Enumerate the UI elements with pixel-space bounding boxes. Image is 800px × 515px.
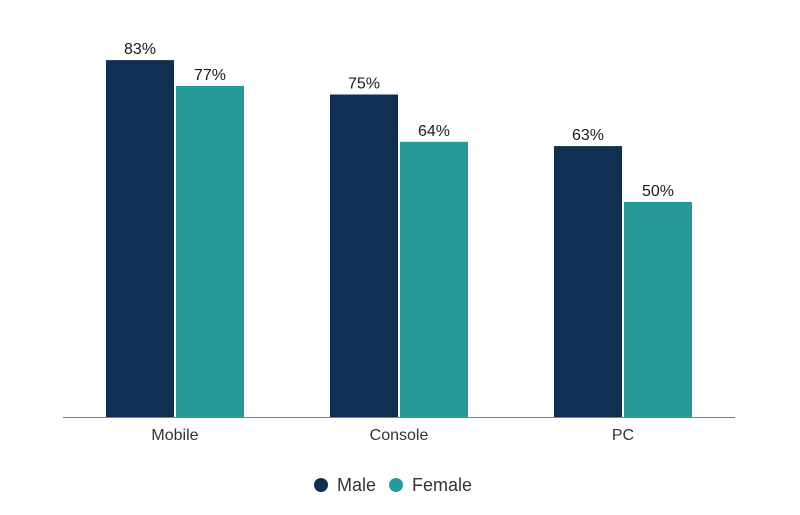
bar-console-male <box>330 94 398 417</box>
bar-mobile-female <box>176 85 244 418</box>
bar-mobile-male <box>106 60 174 417</box>
data-label-mobile-male: 83% <box>124 41 156 58</box>
data-labels-group: 83% 77% 75% 64% 63% 50% <box>124 41 674 200</box>
x-tick-labels-group: Mobile Console PC <box>151 427 634 444</box>
x-tick-label-pc: PC <box>612 427 634 444</box>
legend: Male Female <box>314 475 472 495</box>
bar-pc-female <box>624 202 692 417</box>
legend-label-female: Female <box>412 475 472 495</box>
bar-console-female <box>400 141 468 418</box>
data-label-pc-female: 50% <box>642 183 674 200</box>
x-tick-label-mobile: Mobile <box>151 427 198 444</box>
data-label-console-female: 64% <box>418 123 450 140</box>
bars-group <box>106 60 692 418</box>
bar-pc-male <box>554 146 622 417</box>
legend-marker-male <box>314 478 328 492</box>
legend-item-female: Female <box>389 475 472 495</box>
data-label-pc-male: 63% <box>572 127 604 144</box>
data-label-mobile-female: 77% <box>194 67 226 84</box>
legend-marker-female <box>389 478 403 492</box>
legend-label-male: Male <box>337 475 376 495</box>
x-tick-label-console: Console <box>370 427 429 444</box>
legend-item-male: Male <box>314 475 376 495</box>
data-label-console-male: 75% <box>348 76 380 93</box>
